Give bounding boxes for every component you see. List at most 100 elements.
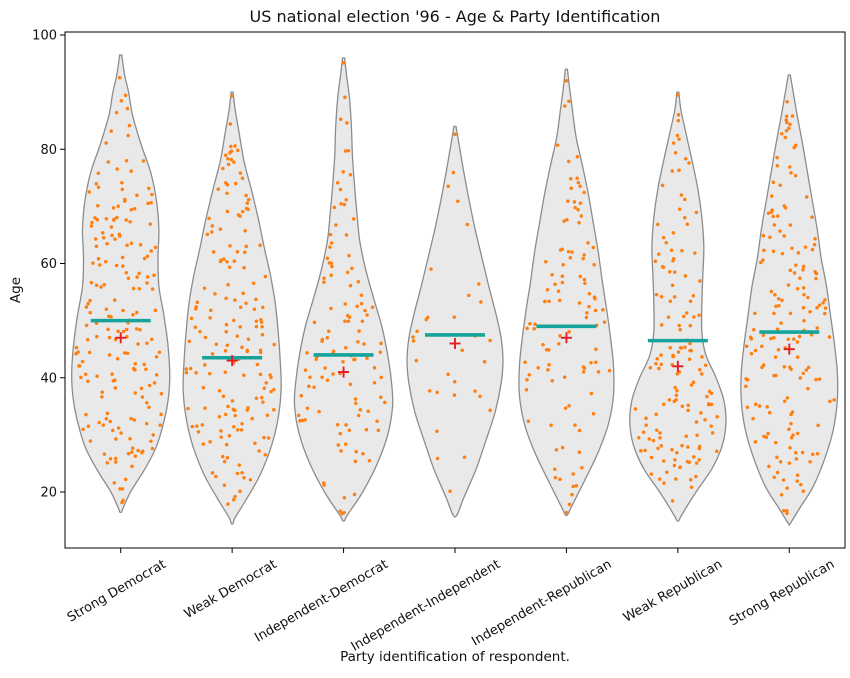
data-point bbox=[782, 364, 787, 369]
data-point bbox=[131, 366, 136, 371]
data-point bbox=[654, 292, 659, 297]
data-point bbox=[120, 487, 125, 491]
data-point bbox=[341, 359, 345, 364]
data-point bbox=[128, 437, 132, 441]
data-point bbox=[132, 418, 137, 422]
data-point bbox=[435, 456, 440, 461]
data-point bbox=[194, 305, 198, 309]
data-point bbox=[785, 396, 790, 400]
data-point bbox=[106, 160, 111, 164]
data-point bbox=[809, 333, 814, 337]
data-point bbox=[774, 304, 778, 309]
data-point bbox=[587, 304, 591, 309]
data-point bbox=[674, 393, 679, 398]
data-point bbox=[477, 282, 481, 286]
data-point bbox=[345, 270, 350, 275]
data-point bbox=[745, 378, 750, 382]
data-point bbox=[815, 326, 819, 330]
data-point bbox=[567, 329, 571, 334]
data-point bbox=[814, 276, 818, 281]
data-point bbox=[762, 248, 766, 253]
data-point bbox=[810, 247, 815, 252]
data-point bbox=[260, 395, 264, 400]
data-point bbox=[235, 428, 240, 432]
data-point bbox=[361, 452, 365, 456]
data-point bbox=[354, 449, 358, 454]
data-point bbox=[682, 314, 686, 319]
data-point bbox=[216, 187, 220, 191]
data-point bbox=[95, 374, 99, 379]
data-point bbox=[654, 412, 658, 416]
data-point bbox=[228, 244, 232, 248]
data-point bbox=[348, 283, 353, 288]
data-point bbox=[187, 339, 192, 344]
data-point bbox=[125, 106, 130, 111]
data-point bbox=[365, 356, 369, 360]
data-point bbox=[225, 260, 229, 264]
data-point bbox=[571, 472, 575, 476]
data-point bbox=[676, 118, 681, 123]
data-point bbox=[757, 404, 762, 408]
data-point bbox=[653, 259, 658, 264]
data-point bbox=[336, 443, 341, 447]
data-point bbox=[753, 311, 757, 316]
data-point bbox=[547, 299, 551, 304]
data-point bbox=[254, 324, 259, 329]
data-point bbox=[351, 217, 356, 221]
data-point bbox=[774, 440, 778, 445]
data-point bbox=[812, 242, 817, 247]
data-point bbox=[307, 384, 311, 388]
data-point bbox=[672, 463, 677, 468]
data-point bbox=[94, 182, 99, 186]
data-point bbox=[130, 446, 135, 450]
data-point bbox=[579, 214, 584, 218]
data-point bbox=[89, 224, 94, 228]
data-point bbox=[186, 406, 190, 411]
data-point bbox=[258, 350, 263, 355]
data-point bbox=[112, 481, 117, 485]
data-point bbox=[322, 276, 326, 281]
data-point bbox=[272, 342, 276, 347]
data-point bbox=[210, 352, 215, 356]
data-point bbox=[594, 360, 598, 364]
data-point bbox=[680, 443, 684, 448]
data-point bbox=[688, 348, 692, 353]
data-point bbox=[589, 391, 594, 396]
data-point bbox=[677, 207, 682, 211]
data-point bbox=[225, 456, 230, 460]
data-point bbox=[312, 385, 316, 389]
data-point bbox=[329, 241, 334, 245]
data-point bbox=[144, 367, 148, 372]
data-point bbox=[528, 322, 532, 326]
data-point bbox=[116, 426, 121, 430]
data-point bbox=[344, 198, 348, 202]
data-point bbox=[801, 305, 806, 310]
data-point bbox=[125, 351, 130, 356]
data-point bbox=[102, 452, 107, 456]
data-point bbox=[124, 270, 129, 275]
data-point bbox=[429, 267, 433, 271]
data-point bbox=[132, 206, 137, 211]
data-point bbox=[88, 310, 92, 315]
data-point bbox=[575, 154, 580, 159]
data-point bbox=[240, 345, 244, 349]
data-point bbox=[227, 265, 232, 270]
data-point bbox=[339, 449, 343, 453]
data-point bbox=[203, 335, 208, 340]
data-point bbox=[601, 308, 605, 312]
data-point bbox=[703, 363, 708, 367]
data-point bbox=[688, 323, 693, 328]
data-point bbox=[547, 363, 551, 367]
data-point bbox=[245, 349, 249, 354]
data-point bbox=[687, 161, 691, 165]
data-point bbox=[352, 492, 357, 497]
data-point bbox=[352, 357, 356, 362]
data-point bbox=[684, 434, 688, 438]
data-point bbox=[327, 329, 331, 334]
mean-plus-marker-strong-democrat bbox=[115, 332, 127, 344]
data-point bbox=[150, 337, 154, 342]
data-point bbox=[102, 282, 107, 287]
data-point bbox=[544, 259, 548, 264]
data-point bbox=[411, 339, 416, 343]
data-point bbox=[235, 250, 240, 254]
